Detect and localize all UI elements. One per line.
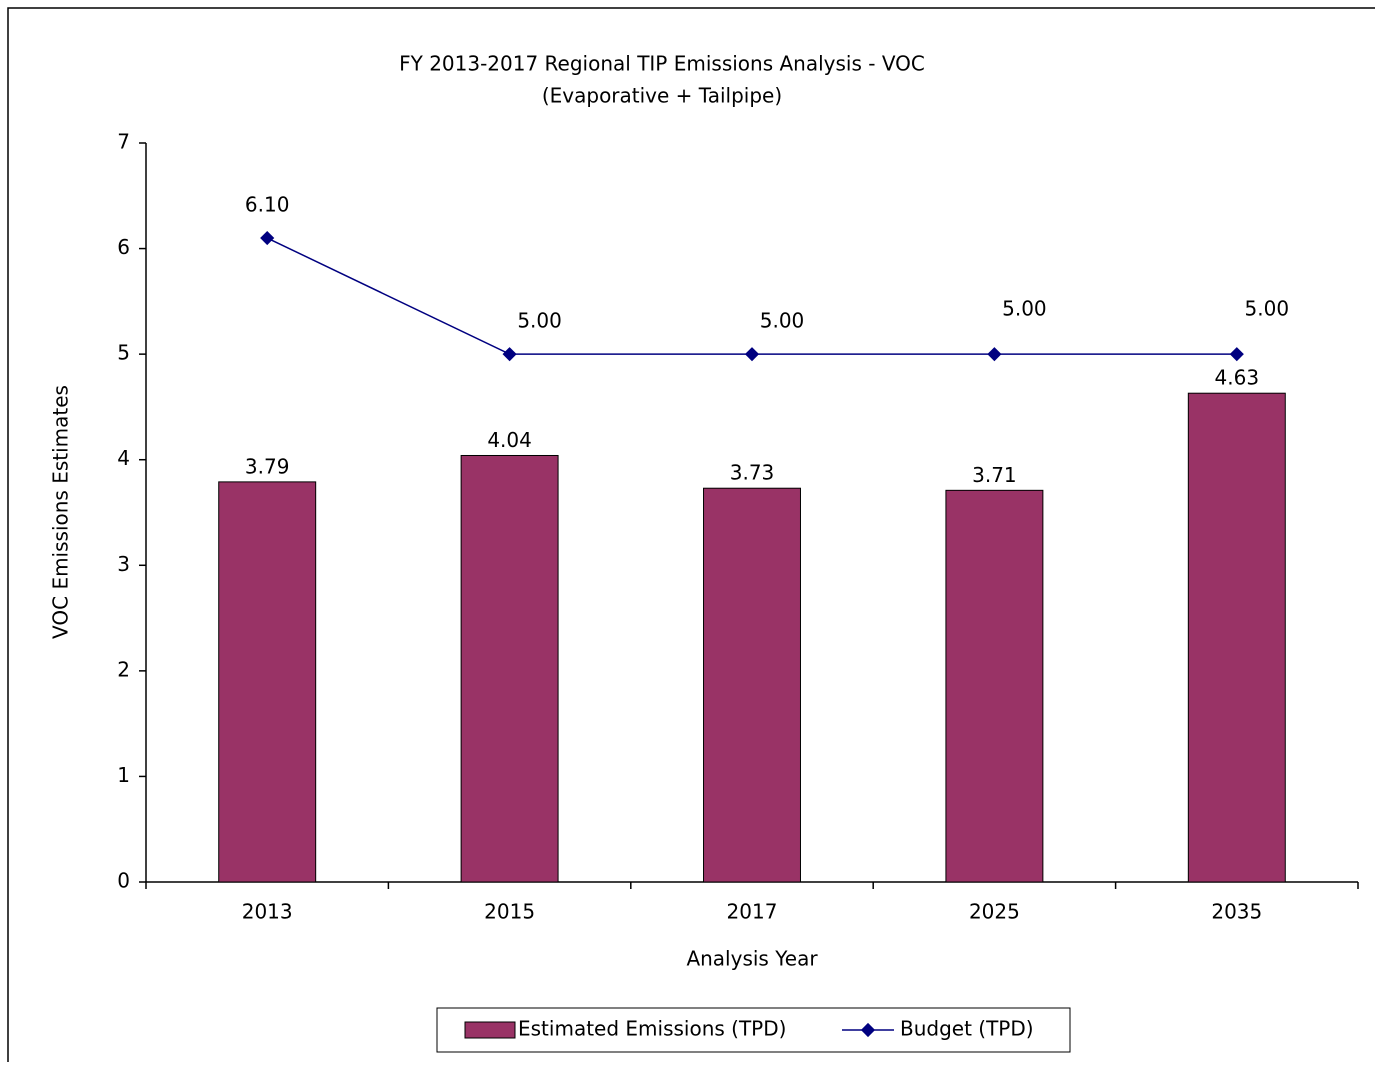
line-value-label: 5.00: [1002, 297, 1047, 321]
y-tick-label: 6: [117, 235, 130, 259]
y-tick-label: 2: [117, 657, 130, 681]
legend-marker: [860, 1022, 876, 1038]
legend-label: Estimated Emissions (TPD): [518, 1017, 786, 1041]
y-axis-label: VOC Emissions Estimates: [49, 385, 73, 639]
x-tick-label: 2013: [242, 900, 293, 924]
line-value-label: 5.00: [1245, 297, 1290, 321]
y-tick-label: 5: [117, 341, 130, 365]
bar: [1187, 392, 1286, 883]
chart-subtitle: (Evaporative + Tailpipe): [542, 84, 782, 108]
bar-value-label: 3.71: [972, 463, 1017, 487]
x-axis-label: Analysis Year: [686, 947, 818, 971]
x-tick-label: 2017: [727, 900, 778, 924]
legend-box: [436, 1007, 1071, 1053]
line-marker: [987, 347, 1002, 362]
bar-value-label: 3.73: [730, 461, 775, 485]
y-tick-label: 7: [117, 130, 130, 154]
bar-value-label: 4.04: [487, 428, 532, 452]
bar: [703, 487, 801, 883]
line-value-label: 6.10: [245, 193, 290, 217]
bar-value-label: 3.79: [245, 454, 290, 478]
legend-swatch: [464, 1021, 516, 1039]
line-value-label: 5.00: [517, 309, 562, 333]
x-tick-label: 2035: [1211, 900, 1262, 924]
bar-value-label: 4.63: [1215, 366, 1260, 390]
line-marker: [744, 347, 760, 362]
x-tick-label: 2015: [484, 900, 535, 924]
bar: [945, 489, 1044, 883]
line-marker: [1229, 347, 1244, 362]
x-tick-label: 2025: [969, 900, 1020, 924]
bar: [218, 481, 317, 883]
y-tick-label: 0: [117, 869, 130, 893]
line-value-label: 5.00: [760, 309, 805, 333]
y-tick-label: 1: [117, 763, 130, 787]
chart-frame: [7, 7, 1375, 1066]
line-marker: [260, 230, 275, 246]
bar: [460, 454, 559, 883]
y-tick-label: 3: [117, 552, 130, 576]
chart-title: FY 2013-2017 Regional TIP Emissions Anal…: [399, 52, 925, 76]
legend-label: Budget (TPD): [900, 1017, 1034, 1041]
y-tick-label: 4: [117, 446, 130, 470]
